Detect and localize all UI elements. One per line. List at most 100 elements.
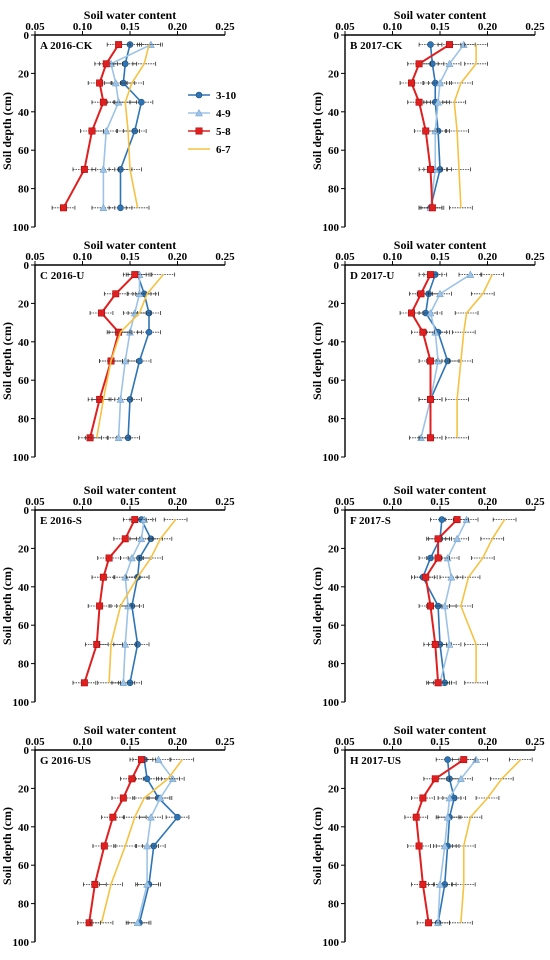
y-tick-label: 60 xyxy=(18,145,30,157)
chart-panel-2: Soil water content Soil depth (cm) 0.05 0.1… xyxy=(310,8,545,234)
legend-marker-4-9 xyxy=(195,108,203,117)
data-point-4-9 xyxy=(121,640,130,648)
series-line-6-7 xyxy=(95,274,164,438)
x-axis-title: Soil water content xyxy=(84,723,176,737)
data-point-5-8 xyxy=(422,127,430,135)
data-point-4-9 xyxy=(116,395,125,403)
y-tick-label: 100 xyxy=(323,937,340,949)
series-line-6-7 xyxy=(100,759,183,923)
y-tick-label: 80 xyxy=(18,659,30,671)
x-tick-label: 0.05 xyxy=(335,21,355,33)
data-point-4-9 xyxy=(121,356,130,365)
y-tick-label: 60 xyxy=(328,620,340,632)
chart-panel-3: Soil water content Soil depth (cm) 0.05 0.1… xyxy=(0,238,235,464)
x-tick-label: 0.05 xyxy=(25,736,45,748)
series-line-3-10 xyxy=(138,759,179,923)
data-point-5-8 xyxy=(419,880,427,888)
data-point-4-9 xyxy=(127,553,136,562)
y-tick-label: 0 xyxy=(334,260,340,272)
x-tick-label: 0.25 xyxy=(525,496,545,508)
x-axis-title: Soil water content xyxy=(84,8,176,22)
data-point-3-10 xyxy=(145,328,153,336)
y-tick-label: 80 xyxy=(18,184,30,196)
data-point-4-9 xyxy=(431,328,440,336)
data-point-5-8 xyxy=(131,271,139,279)
x-tick-label: 0.05 xyxy=(25,251,45,263)
series-3-10 xyxy=(127,756,190,927)
data-point-5-8 xyxy=(434,535,442,543)
data-point-5-8 xyxy=(427,395,434,403)
data-point-5-8 xyxy=(415,60,423,68)
data-point-3-10 xyxy=(117,204,124,212)
chart-panel-1: Soil water content Soil depth (cm) 0.05 0.1… xyxy=(0,8,237,234)
y-tick-label: 80 xyxy=(328,899,340,911)
data-point-5-8 xyxy=(425,919,433,927)
x-tick-label: 0.05 xyxy=(25,496,45,508)
data-point-4-9 xyxy=(445,59,454,68)
data-point-5-8 xyxy=(105,554,113,562)
chart-panel-6: Soil water content Soil depth (cm) 0.05 0.1… xyxy=(310,483,545,709)
data-point-3-10 xyxy=(438,516,446,523)
y-tick-label: 0 xyxy=(334,505,340,517)
data-point-4-9 xyxy=(133,918,142,927)
y-tick-label: 80 xyxy=(328,184,340,196)
legend-marker-3-10 xyxy=(195,91,203,99)
series-5-8 xyxy=(413,516,469,687)
data-point-4-9 xyxy=(119,678,128,687)
data-point-3-10 xyxy=(427,41,434,48)
y-axis-title: Soil depth (cm) xyxy=(310,567,324,645)
x-tick-label: 0.20 xyxy=(478,736,498,748)
series-4-9 xyxy=(418,40,476,212)
data-point-3-10 xyxy=(444,756,451,763)
chart-panel-8: Soil water content Soil depth (cm) 0.05 0.1… xyxy=(310,723,545,949)
y-axis-title: Soil depth (cm) xyxy=(310,322,324,400)
data-point-5-8 xyxy=(102,60,110,68)
x-axis-title: Soil water content xyxy=(84,483,176,497)
y-tick-label: 40 xyxy=(18,582,30,594)
y-tick-label: 100 xyxy=(13,222,30,234)
x-tick-label: 0.15 xyxy=(120,251,140,263)
data-point-5-8 xyxy=(427,165,434,173)
x-axis-title: Soil water content xyxy=(394,723,486,737)
data-point-4-9 xyxy=(137,534,146,543)
data-point-5-8 xyxy=(96,602,104,610)
data-point-5-8 xyxy=(88,127,96,135)
data-point-5-8 xyxy=(428,204,436,212)
y-tick-label: 60 xyxy=(328,145,340,157)
x-tick-label: 0.20 xyxy=(478,251,498,263)
data-point-5-8 xyxy=(427,271,434,279)
y-axis-title: Soil depth (cm) xyxy=(0,807,14,885)
y-tick-label: 60 xyxy=(328,860,340,872)
series-5-8 xyxy=(77,756,154,927)
series-line-5-8 xyxy=(410,43,451,208)
panel-label: F 2017-S xyxy=(350,515,391,527)
y-tick-label: 0 xyxy=(24,745,30,757)
series-5-8 xyxy=(399,41,462,212)
series-line-6-7 xyxy=(453,44,477,208)
panel-label: B 2017-CK xyxy=(350,40,403,52)
y-tick-label: 80 xyxy=(328,414,340,426)
series-6-7 xyxy=(445,272,505,440)
data-point-4-9 xyxy=(440,601,449,610)
x-tick-label: 0.05 xyxy=(335,496,355,508)
data-point-4-9 xyxy=(466,270,475,278)
y-tick-label: 60 xyxy=(18,860,30,872)
data-point-5-8 xyxy=(121,535,129,543)
legend-label-4-9: 4-9 xyxy=(216,108,231,120)
x-tick-label: 0.15 xyxy=(430,251,450,263)
x-tick-label: 0.25 xyxy=(215,21,235,33)
panel-label: D 2017-U xyxy=(350,270,394,282)
data-point-4-9 xyxy=(453,534,462,543)
y-tick-label: 80 xyxy=(18,899,30,911)
series-3-10 xyxy=(411,516,457,687)
series-line-6-7 xyxy=(460,759,522,923)
x-tick-label: 0.05 xyxy=(25,21,45,33)
data-point-5-8 xyxy=(412,813,420,821)
series-line-3-10 xyxy=(129,519,152,683)
series-5-8 xyxy=(399,271,443,442)
series-5-8 xyxy=(404,756,476,927)
data-point-5-8 xyxy=(427,434,434,442)
y-tick-label: 60 xyxy=(18,375,30,387)
x-tick-label: 0.25 xyxy=(525,251,545,263)
data-point-5-8 xyxy=(99,573,107,581)
